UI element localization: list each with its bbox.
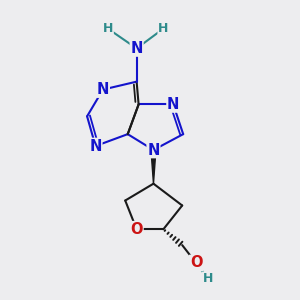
- Text: H: H: [203, 272, 213, 285]
- Text: N: N: [97, 82, 109, 97]
- Text: N: N: [167, 97, 179, 112]
- Text: O: O: [190, 255, 202, 270]
- Text: H: H: [103, 22, 113, 35]
- Text: N: N: [89, 139, 102, 154]
- Text: N: N: [147, 142, 160, 158]
- Text: N: N: [130, 41, 143, 56]
- Text: O: O: [130, 222, 143, 237]
- Text: H: H: [158, 22, 169, 35]
- Polygon shape: [151, 150, 156, 184]
